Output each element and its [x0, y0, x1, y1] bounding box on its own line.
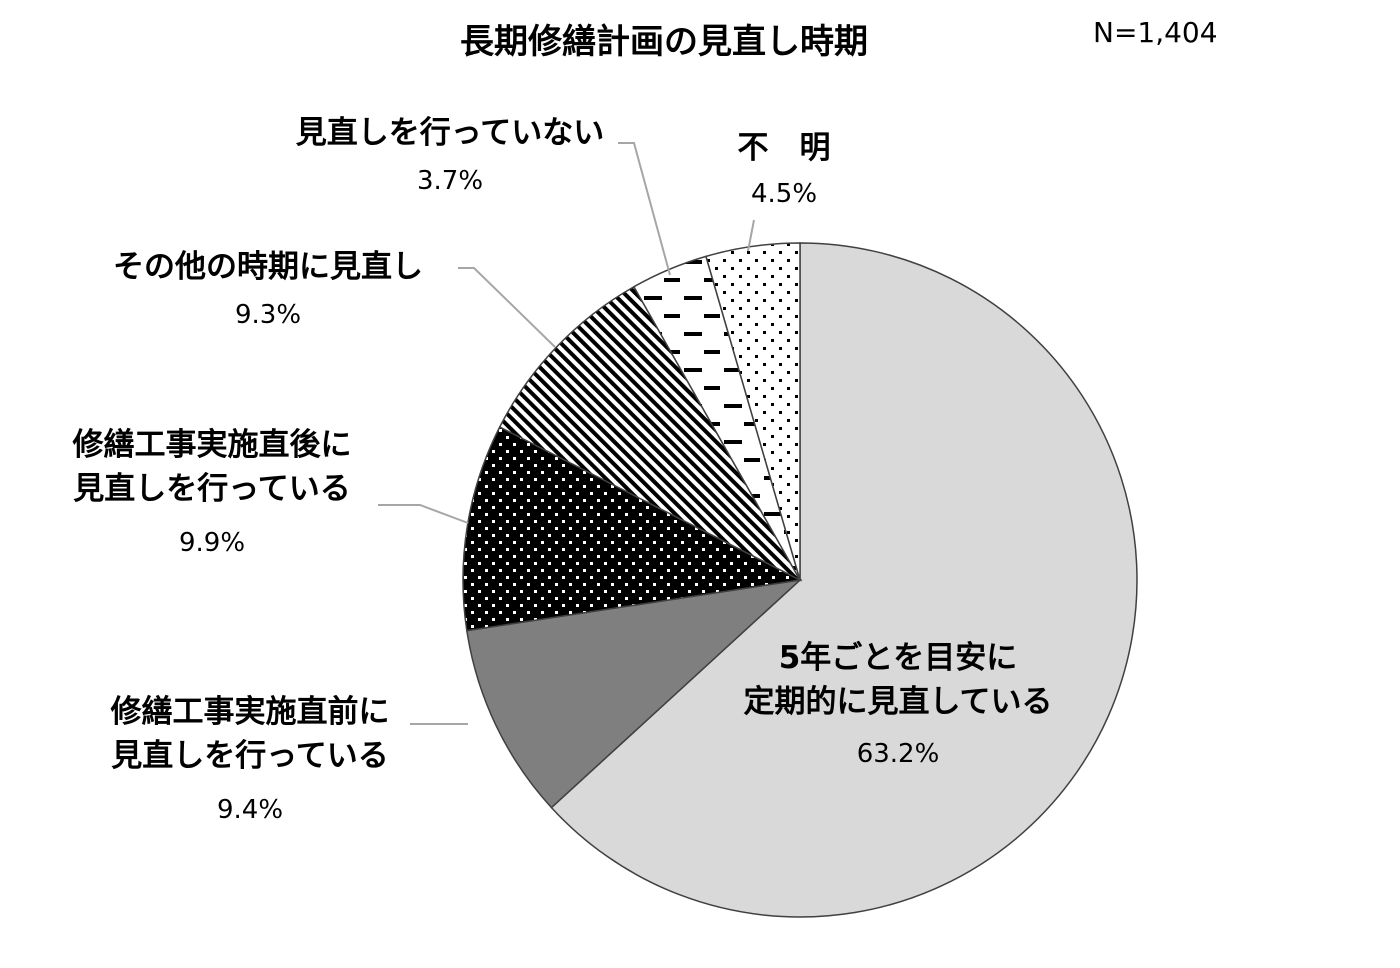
slice-label-3-line-0: その他の時期に見直し: [113, 249, 423, 285]
slice-value-label-4: 3.7%: [417, 166, 483, 196]
slice-label-5-line-0: 不 明: [738, 130, 831, 166]
slice-label-1-line-0: 修繕工事実施直前に: [110, 694, 390, 730]
pie-slice-3: [498, 285, 802, 582]
leader-line-4: [618, 142, 671, 276]
leader-lines: [378, 142, 755, 725]
slice-label-0-line-0: 5年ごとを目安に: [779, 640, 1018, 676]
leader-line-5: [747, 219, 755, 252]
chart-title: 長期修繕計画の見直し時期: [460, 22, 868, 62]
pie-slice-5: [705, 242, 801, 581]
slice-label-4-line-0: 見直しを行っていない: [296, 115, 604, 151]
pie-slice-1: [465, 578, 803, 809]
leader-line-3: [458, 267, 556, 348]
slice-value-label-1: 9.4%: [217, 795, 283, 825]
sample-size-label: N=1,404: [1093, 16, 1218, 49]
slice-value-label-5: 4.5%: [751, 179, 817, 209]
pie-slice-0: [550, 242, 1138, 918]
slice-label-2-line-0: 修繕工事実施直後に: [72, 427, 352, 463]
slice-label-1-line-1: 見直しを行っている: [111, 738, 388, 774]
pie-slice-2: [462, 425, 803, 632]
leader-line-2: [378, 504, 469, 524]
slice-value-label-0: 63.2%: [857, 739, 940, 769]
slice-labels: 5年ごとを目安に定期的に見直している63.2%修繕工事実施直前に見直しを行ってい…: [72, 115, 1053, 825]
slice-value-label-2: 9.9%: [179, 528, 245, 558]
slice-value-label-3: 9.3%: [235, 300, 301, 330]
slice-label-2-line-1: 見直しを行っている: [73, 471, 350, 507]
pie-slices: [462, 242, 1138, 918]
slice-label-0-line-1: 定期的に見直している: [743, 684, 1052, 720]
